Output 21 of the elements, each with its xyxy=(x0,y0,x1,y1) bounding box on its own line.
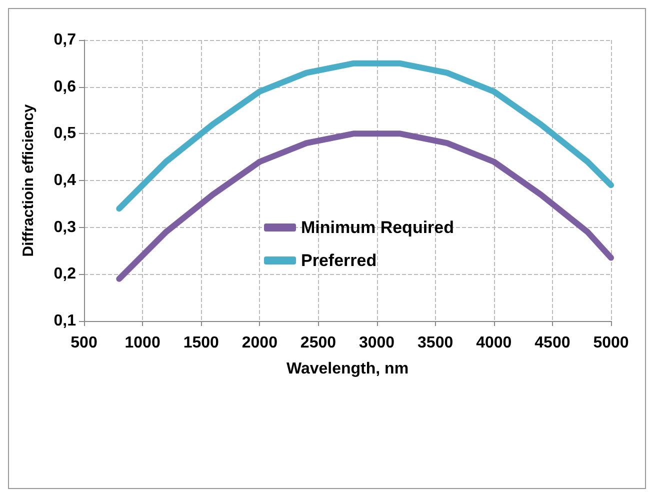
x-tick-label: 5000 xyxy=(593,334,629,352)
x-tick-label: 500 xyxy=(70,334,98,352)
y-tick-label: 0,2 xyxy=(54,266,76,283)
x-tick-label: 1500 xyxy=(183,334,220,352)
x-tick-label: 4500 xyxy=(534,334,570,352)
x-tick-label: 3000 xyxy=(358,334,395,352)
x-axis-title: Wavelength, nm xyxy=(286,360,409,378)
y-tick-label: 0,1 xyxy=(54,312,76,330)
x-tick-label: 1000 xyxy=(124,334,160,352)
y-axis-title: Diffractioin efficiency xyxy=(20,104,37,257)
y-tick-label: 0,7 xyxy=(54,32,76,48)
legend-label: Minimum Required xyxy=(301,218,454,237)
legend-label: Preferred xyxy=(301,251,377,270)
x-tick-label: 3500 xyxy=(418,334,454,352)
y-tick-label: 0,6 xyxy=(54,78,76,96)
y-tick-label: 0,5 xyxy=(54,125,76,142)
x-tick-label: 2500 xyxy=(300,334,336,352)
y-tick-label: 0,4 xyxy=(54,172,76,189)
y-tick-label: 0,3 xyxy=(54,218,76,236)
x-tick-label: 4000 xyxy=(476,334,512,352)
x-tick-label: 2000 xyxy=(242,334,278,352)
